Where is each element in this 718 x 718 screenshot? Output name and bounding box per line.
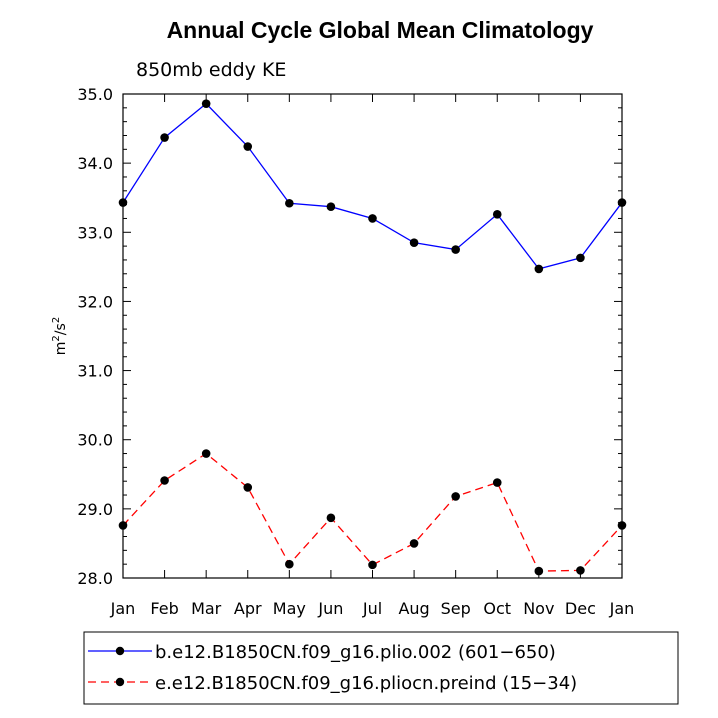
svg-text:m2/s2: m2/s2 xyxy=(51,317,69,355)
series-2-point xyxy=(160,476,169,485)
y-tick-label: 30.0 xyxy=(77,431,113,450)
series-2-point xyxy=(285,559,294,569)
series-1-point xyxy=(451,245,460,254)
x-tick-label: Jan xyxy=(110,599,136,618)
x-tick-label: Feb xyxy=(150,599,178,618)
ylabel-sep: /s xyxy=(53,323,69,335)
series-2-point xyxy=(326,513,336,523)
series-2-point xyxy=(243,483,253,492)
x-tick-label: Sep xyxy=(441,599,471,618)
x-tick-label: Jun xyxy=(317,599,343,618)
series-1-point xyxy=(409,238,419,247)
x-tick-label: Dec xyxy=(565,599,596,618)
series-1-point xyxy=(243,142,253,151)
ylabel-base: m xyxy=(53,342,69,356)
y-tick-label: 28.0 xyxy=(77,569,113,588)
series-layer xyxy=(118,99,627,576)
series-1-point xyxy=(285,198,294,208)
series-1-point xyxy=(201,99,211,108)
x-tick-label: Mar xyxy=(191,599,222,618)
ylabel-exp-2: 2 xyxy=(51,317,62,323)
y-axis-label: m2/s2 xyxy=(51,317,69,355)
legend-box xyxy=(83,631,679,705)
x-tick-label: Jul xyxy=(362,599,382,618)
x-tick-label: Jan xyxy=(609,599,635,618)
series-2-point xyxy=(617,521,627,530)
x-tick-label: Nov xyxy=(523,599,554,618)
series-1-point xyxy=(534,264,544,274)
series-1-point xyxy=(492,210,502,219)
series-2-point xyxy=(576,566,585,575)
y-tick-label: 34.0 xyxy=(77,154,113,173)
y-tick-label: 33.0 xyxy=(77,223,113,242)
series-2-point xyxy=(118,521,128,530)
y-tick-label: 31.0 xyxy=(77,362,113,381)
y-ticks: 28.0 29.0 30.0 31.0 32.0 33.0 34.0 35.0 xyxy=(77,85,622,588)
series-2-point xyxy=(451,492,460,501)
x-tick-label: May xyxy=(273,599,306,618)
legend-marker-1 xyxy=(115,646,125,656)
series-2-point xyxy=(409,539,419,548)
legend-label-2: e.e12.B1850CN.f09_g16.pliocn.preind (15−… xyxy=(155,673,577,694)
x-tick-label: Apr xyxy=(234,599,262,618)
y-tick-label: 35.0 xyxy=(77,85,113,104)
legend-marker-2 xyxy=(115,677,125,687)
series-2-point xyxy=(368,560,377,570)
series-1-point xyxy=(576,253,585,263)
x-tick-label: Aug xyxy=(398,599,429,618)
legend-label-1: b.e12.B1850CN.f09_g16.plio.002 (601−650) xyxy=(155,642,556,663)
chart-title: Annual Cycle Global Mean Climatology xyxy=(167,17,594,43)
x-tick-label: Oct xyxy=(483,599,511,618)
series-1-point xyxy=(368,214,377,223)
series-2-point xyxy=(492,478,502,487)
series-2-point xyxy=(201,449,211,458)
x-ticks: Jan Feb Mar Apr May Jun Jul Aug Sep Oct Nov Dec Jan xyxy=(110,94,635,618)
series-2-point xyxy=(534,566,544,576)
y-tick-label: 32.0 xyxy=(77,292,113,311)
ylabel-exp: 2 xyxy=(51,335,62,341)
chart-subtitle: 850mb eddy KE xyxy=(136,59,286,81)
series-1-point xyxy=(118,198,128,207)
series-1-point xyxy=(326,202,336,212)
series-line-1 xyxy=(122,102,623,270)
series-line-2 xyxy=(122,452,623,572)
legend: b.e12.B1850CN.f09_g16.plio.002 (601−650)… xyxy=(83,631,679,705)
y-tick-label: 29.0 xyxy=(77,500,113,519)
series-1-point xyxy=(160,133,169,142)
series-1-point xyxy=(617,198,627,207)
plot-frame xyxy=(122,93,623,579)
